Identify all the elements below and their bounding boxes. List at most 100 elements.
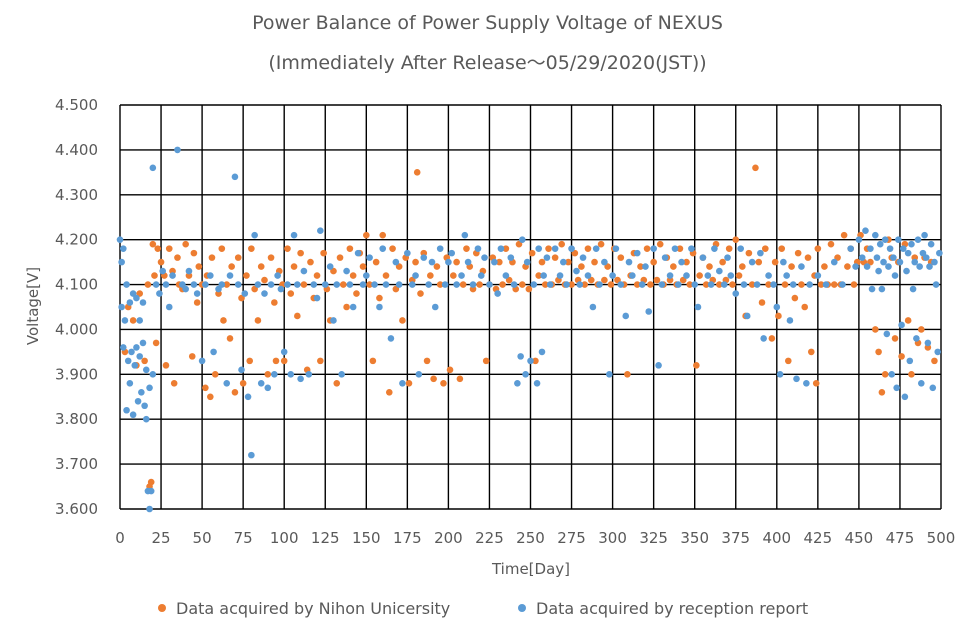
data-point: [921, 231, 928, 239]
data-point: [688, 245, 695, 252]
data-point: [653, 276, 661, 284]
data-point: [486, 281, 493, 288]
data-point: [469, 281, 477, 288]
data-point: [174, 146, 181, 154]
data-point: [202, 384, 209, 392]
data-point: [294, 312, 301, 320]
y-tick-label: 4.500: [55, 96, 98, 114]
data-point: [399, 317, 406, 324]
x-tick-label: 25: [152, 529, 171, 547]
y-tick-label: 4.300: [55, 186, 98, 204]
data-point: [858, 254, 866, 261]
data-point: [768, 335, 776, 342]
y-tick-label: 3.800: [55, 410, 98, 428]
data-point: [359, 281, 367, 288]
data-point: [433, 263, 441, 270]
data-point: [477, 272, 485, 279]
data-point: [310, 281, 318, 288]
data-point: [647, 281, 654, 288]
data-point: [239, 380, 247, 387]
x-axis-title: Time[Day]: [491, 560, 570, 578]
data-point: [720, 281, 728, 288]
y-axis-title: Voltage[V]: [24, 267, 42, 345]
data-point: [798, 263, 805, 270]
data-point: [645, 308, 653, 315]
data-point: [307, 258, 314, 266]
data-point: [165, 245, 173, 252]
data-point: [617, 254, 625, 261]
x-tick-label: 225: [475, 529, 504, 547]
data-point: [363, 272, 370, 279]
data-point: [876, 240, 884, 248]
data-point: [906, 357, 914, 365]
data-point: [248, 451, 255, 459]
data-point: [606, 371, 613, 378]
data-point: [601, 276, 608, 284]
data-point: [732, 236, 740, 243]
data-point: [814, 272, 822, 279]
data-point: [210, 348, 217, 356]
data-point: [904, 249, 912, 257]
y-tick-label: 3.600: [55, 500, 98, 518]
data-point: [745, 249, 753, 257]
data-point: [895, 236, 902, 243]
data-point: [395, 281, 403, 288]
data-point: [794, 249, 802, 257]
data-point: [883, 330, 891, 338]
data-point: [538, 258, 546, 266]
data-point: [284, 245, 291, 252]
data-point: [198, 357, 206, 365]
data-point: [218, 245, 226, 252]
data-point: [254, 281, 262, 288]
data-point: [272, 357, 280, 365]
data-point: [932, 281, 940, 288]
data-point: [581, 281, 588, 288]
data-point: [366, 254, 373, 261]
data-point: [791, 294, 799, 302]
x-tick-label: 150: [352, 529, 381, 547]
data-point: [151, 272, 158, 279]
data-point: [936, 249, 943, 257]
data-point: [207, 272, 214, 279]
data-point: [617, 281, 625, 288]
data-point: [929, 384, 937, 392]
data-point: [814, 245, 822, 252]
data-point: [126, 380, 134, 387]
data-point: [693, 362, 700, 369]
data-point: [589, 303, 597, 311]
data-point: [284, 281, 291, 288]
data-point: [147, 487, 155, 495]
data-point: [185, 267, 193, 275]
data-point: [126, 299, 134, 306]
data-point: [607, 281, 615, 288]
data-point: [591, 258, 598, 266]
data-point: [482, 357, 490, 365]
data-point: [656, 240, 664, 248]
data-point: [441, 281, 449, 288]
data-point: [243, 272, 250, 279]
legend-marker-icon: [518, 603, 526, 612]
data-point: [655, 362, 662, 369]
data-point: [908, 240, 915, 248]
data-point: [914, 236, 922, 243]
data-point: [543, 254, 551, 261]
data-point: [840, 231, 848, 239]
data-point: [231, 173, 239, 181]
data-point: [123, 406, 130, 414]
data-point: [817, 281, 825, 288]
data-point: [765, 272, 772, 279]
chart-subtitle: (Immediately After Release～05/29/2020(JS…: [268, 52, 707, 74]
data-point: [862, 227, 869, 234]
data-point: [119, 344, 127, 351]
data-point: [890, 254, 897, 261]
data-point: [138, 388, 145, 396]
data-point: [916, 263, 923, 270]
data-point: [169, 272, 176, 279]
series-0: [121, 164, 938, 490]
data-point: [696, 272, 703, 279]
y-tick-label: 3.700: [55, 455, 98, 473]
data-point: [412, 258, 419, 266]
y-tick-label: 4.100: [55, 276, 98, 294]
data-point: [254, 317, 262, 324]
data-point: [359, 263, 367, 270]
